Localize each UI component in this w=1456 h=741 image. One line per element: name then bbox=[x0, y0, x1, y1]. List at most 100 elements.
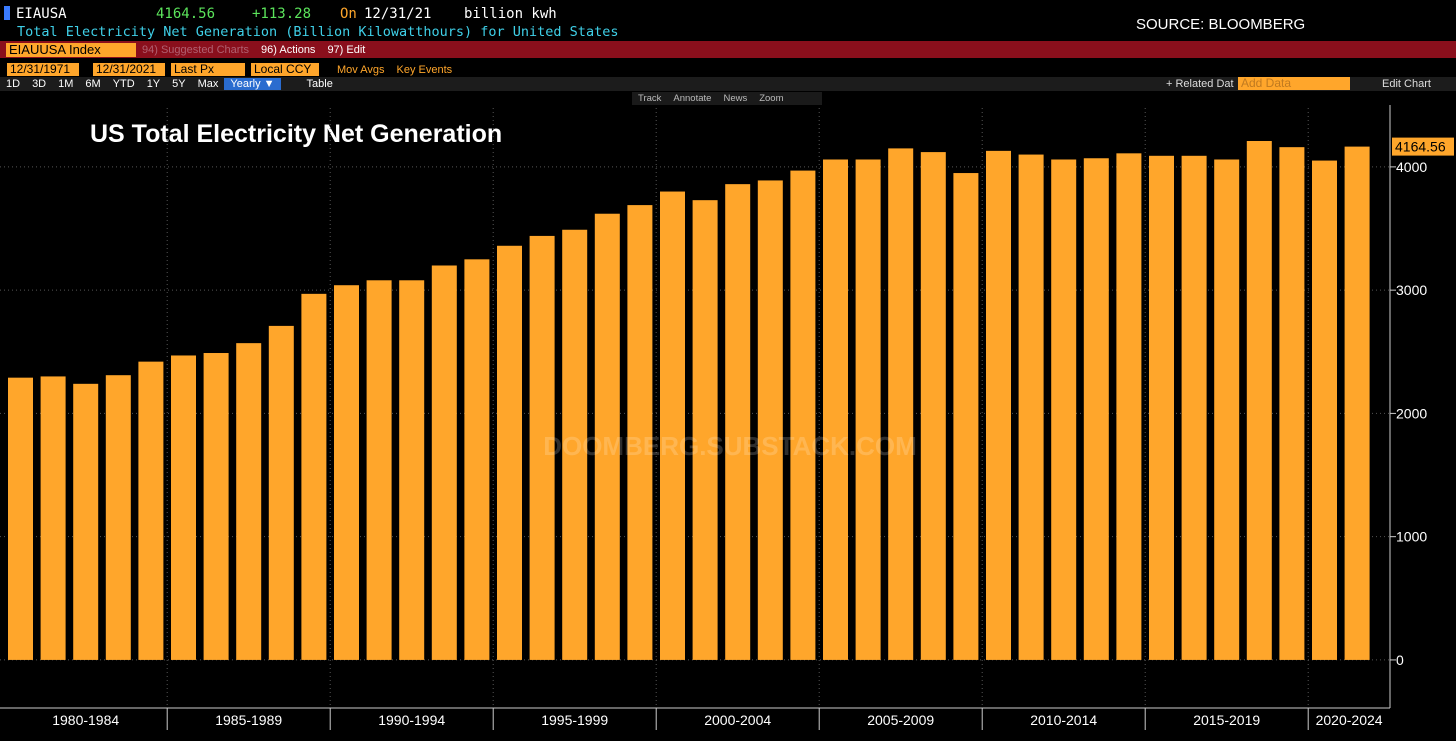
bar bbox=[855, 159, 881, 660]
tool-button[interactable]: Track bbox=[638, 93, 662, 104]
bar bbox=[823, 159, 848, 660]
bar bbox=[627, 205, 653, 660]
menu-item[interactable]: 94) Suggested Charts bbox=[142, 43, 250, 56]
option[interactable]: Key Events bbox=[396, 63, 453, 76]
tool-button[interactable]: Zoom bbox=[759, 93, 784, 104]
bar bbox=[725, 184, 751, 660]
period-button[interactable]: Max bbox=[197, 78, 219, 90]
bar bbox=[888, 148, 914, 660]
x-group-label: 1980-1984 bbox=[52, 712, 119, 728]
x-group-label: 2010-2014 bbox=[1030, 712, 1097, 728]
period-button[interactable]: 5Y bbox=[172, 78, 186, 90]
period-button[interactable]: 1Y bbox=[146, 78, 161, 90]
bar bbox=[1116, 153, 1142, 660]
period-button[interactable]: 1M bbox=[58, 78, 74, 90]
bar bbox=[1312, 160, 1337, 660]
x-group-label: 2020-2024 bbox=[1316, 712, 1383, 728]
last-value-label: 4164.56 bbox=[1395, 139, 1446, 155]
date: 12/31/21 bbox=[364, 6, 432, 22]
menu-item[interactable]: 96) Actions bbox=[261, 43, 316, 56]
related-data[interactable]: + Related Dat bbox=[1166, 78, 1234, 90]
y-tick-label: 3000 bbox=[1396, 282, 1427, 298]
period-button[interactable]: 1D bbox=[6, 78, 21, 90]
bar bbox=[1181, 155, 1207, 660]
bar bbox=[1083, 158, 1109, 660]
tool-button[interactable]: News bbox=[723, 93, 748, 104]
description: Total Electricity Net Generation (Billio… bbox=[17, 24, 619, 40]
y-tick-label: 4000 bbox=[1396, 159, 1427, 175]
edit-chart[interactable]: Edit Chart bbox=[1382, 78, 1431, 90]
source: SOURCE: BLOOMBERG bbox=[1136, 16, 1306, 33]
period-button[interactable]: YTD bbox=[112, 78, 135, 90]
x-group-label: 1995-1999 bbox=[541, 712, 608, 728]
bar bbox=[105, 375, 131, 660]
bar bbox=[692, 200, 718, 660]
y-tick-label: 2000 bbox=[1396, 405, 1427, 421]
last-price: 4164.56 bbox=[156, 6, 216, 22]
bar bbox=[660, 191, 685, 660]
chart: US Total Electricity Net Generation 0 100… bbox=[0, 105, 1454, 730]
tool-bar: Track Annotate News Zoom bbox=[632, 92, 822, 105]
y-tick-label: 0 bbox=[1396, 652, 1404, 668]
bar bbox=[464, 259, 490, 660]
bar bbox=[920, 152, 946, 660]
units: billion kwh bbox=[464, 6, 557, 22]
settings-bar: 12/31/1971 12/31/2021 Last Px Local CCY … bbox=[0, 62, 1456, 77]
x-group-label: 1990-1994 bbox=[378, 712, 445, 728]
y-tick-label: 1000 bbox=[1396, 529, 1427, 545]
bar bbox=[73, 383, 99, 660]
bar bbox=[366, 280, 392, 660]
menu-item[interactable]: 97) Edit bbox=[327, 43, 366, 56]
x-group-label: 1985-1989 bbox=[215, 712, 282, 728]
bar bbox=[1149, 155, 1174, 660]
period-button[interactable]: 3D bbox=[32, 78, 47, 90]
tool-button[interactable]: Annotate bbox=[673, 93, 712, 104]
change: +113.28 bbox=[252, 6, 312, 22]
x-group-label: 2015-2019 bbox=[1193, 712, 1260, 728]
bar bbox=[1051, 159, 1077, 660]
chart-title: US Total Electricity Net Generation bbox=[90, 120, 502, 148]
bar bbox=[1246, 141, 1272, 660]
option[interactable]: Mov Avgs bbox=[337, 63, 385, 76]
bar bbox=[497, 245, 522, 660]
on-label: On bbox=[340, 6, 357, 22]
add-data[interactable]: Add Data bbox=[1238, 77, 1350, 90]
menu-bar: EIAUUSA Index 94) Suggested Charts 96) A… bbox=[0, 41, 1456, 58]
bar bbox=[138, 361, 164, 660]
x-group-label: 2000-2004 bbox=[704, 712, 771, 728]
bar bbox=[431, 265, 457, 660]
bar bbox=[203, 353, 229, 660]
end-date[interactable]: 12/31/2021 bbox=[93, 63, 165, 76]
start-date[interactable]: 12/31/1971 bbox=[7, 63, 79, 76]
watermark: DOOMBERG.SUBSTACK.COM bbox=[543, 431, 917, 461]
field[interactable]: Last Px bbox=[171, 63, 245, 76]
period-bar: 1D 3D 1M 6M YTD 1Y 5Y Max Yearly ▼ Table bbox=[0, 77, 1456, 91]
bar bbox=[171, 355, 196, 660]
bar bbox=[594, 213, 620, 660]
bar bbox=[1279, 147, 1305, 660]
bar bbox=[268, 325, 294, 660]
bar bbox=[334, 285, 359, 660]
ticker: EIAUSA bbox=[16, 6, 67, 22]
bar bbox=[757, 180, 783, 660]
bar bbox=[399, 280, 425, 660]
x-group-label: 2005-2009 bbox=[867, 712, 934, 728]
bar bbox=[40, 376, 66, 660]
bar bbox=[236, 343, 262, 660]
bar bbox=[1214, 159, 1240, 660]
last-value-box bbox=[1392, 137, 1454, 156]
bar bbox=[1344, 146, 1370, 660]
period-button[interactable]: 6M bbox=[85, 78, 101, 90]
bar bbox=[986, 150, 1011, 660]
bar bbox=[562, 229, 588, 660]
bar bbox=[1018, 154, 1044, 660]
security[interactable]: EIAUUSA Index bbox=[6, 42, 136, 57]
frequency[interactable]: Yearly ▼ bbox=[224, 78, 281, 90]
ticker-marker bbox=[4, 6, 10, 20]
table-button[interactable]: Table bbox=[306, 78, 333, 90]
bar bbox=[8, 377, 33, 660]
currency[interactable]: Local CCY bbox=[251, 63, 319, 76]
bar bbox=[529, 235, 555, 660]
bar bbox=[953, 173, 979, 660]
